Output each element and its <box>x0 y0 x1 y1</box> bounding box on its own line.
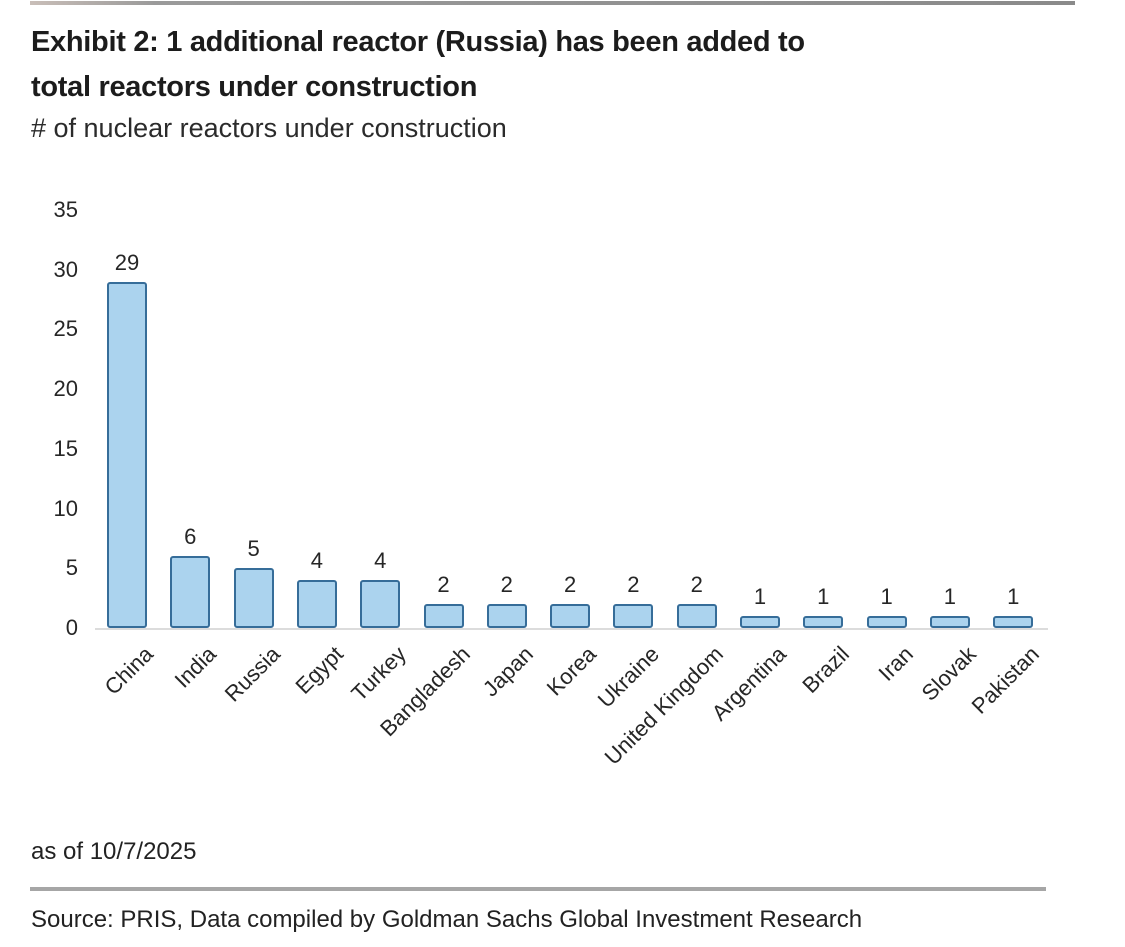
top-divider <box>30 1 1075 5</box>
bar-slovak <box>929 616 970 628</box>
bar-brazil <box>803 616 844 628</box>
bar-pakistan <box>993 616 1034 628</box>
bar-turkey <box>360 580 401 628</box>
bar-chart: 0 5 10 15 20 25 30 35 29 China 6 India 5 Russia 4 Egypt… <box>0 190 1125 800</box>
bar-china <box>107 282 147 628</box>
bar-value-label: 4 <box>310 548 324 573</box>
bar-argentina <box>740 616 780 628</box>
y-axis-tick-0: 0 <box>65 615 78 640</box>
bar-value-label: 2 <box>500 572 513 597</box>
y-axis-tick-20: 20 <box>53 376 78 402</box>
x-axis-label-china: China <box>99 641 158 700</box>
bar-japan <box>486 604 527 628</box>
y-axis-tick-35: 35 <box>53 197 78 222</box>
x-axis-label-brazil: Brazil <box>797 641 855 698</box>
y-axis-tick-5: 5 <box>65 555 78 581</box>
bar-korea <box>550 604 591 628</box>
x-axis-label-russia: Russia <box>219 641 285 707</box>
x-axis-label-egypt: Egypt <box>290 641 348 699</box>
bar-value-label: 6 <box>184 524 197 549</box>
bar-value-label: 1 <box>943 584 957 609</box>
as-of-date: as of 10/7/2025 <box>31 838 197 865</box>
x-axis-label-iran: Iran <box>873 641 918 686</box>
bar-value-label: 1 <box>753 584 767 609</box>
bar-value-label: 2 <box>437 572 450 597</box>
x-axis-line <box>95 628 1048 630</box>
bar-egypt <box>296 580 337 628</box>
bar-bangladesh <box>423 604 464 628</box>
x-axis-label-india: India <box>169 641 222 693</box>
bar-value-label: 2 <box>563 572 577 597</box>
chart-subtitle: # of nuclear reactors under construction <box>31 113 507 143</box>
footer-divider <box>30 887 1046 891</box>
bar-value-label: 4 <box>374 548 387 573</box>
bar-russia <box>233 568 274 628</box>
bar-value-label: 2 <box>690 572 703 597</box>
bar-united-kingdom <box>676 604 717 628</box>
y-axis-tick-15: 15 <box>53 435 78 461</box>
bar-india <box>170 556 211 628</box>
exhibit-title-line-2: total reactors under construction <box>31 71 478 103</box>
bar-value-label: 5 <box>247 536 260 561</box>
y-axis-tick-10: 10 <box>53 495 78 521</box>
exhibit-title: Exhibit 2: 1 additional reactor (Russia)… <box>31 20 1091 110</box>
bar-value-label: 2 <box>627 572 640 597</box>
bar-value-label: 1 <box>880 584 893 609</box>
y-axis-tick-25: 25 <box>53 316 78 342</box>
x-axis-label-pakistan: Pakistan <box>966 641 1045 719</box>
bar-ukraine <box>613 604 654 628</box>
bar-value-label: 29 <box>114 250 140 275</box>
y-axis-tick-30: 30 <box>53 256 78 282</box>
x-axis-label-korea: Korea <box>541 641 602 701</box>
source-text: Source: PRIS, Data compiled by Goldman S… <box>31 906 863 933</box>
bar-iran <box>866 616 907 628</box>
bar-value-label: 1 <box>817 584 830 609</box>
exhibit-title-line-1: Exhibit 2: 1 additional reactor (Russia)… <box>31 26 805 58</box>
bar-value-label: 1 <box>1007 584 1020 609</box>
x-axis-label-japan: Japan <box>477 641 538 702</box>
